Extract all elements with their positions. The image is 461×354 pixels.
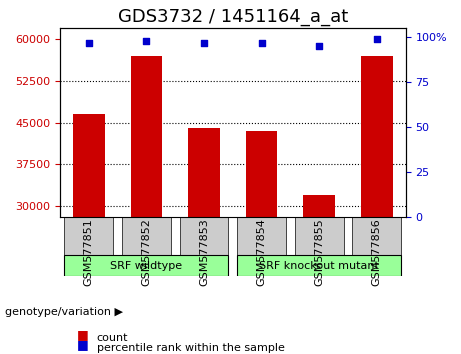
- Text: count: count: [97, 333, 128, 343]
- FancyBboxPatch shape: [122, 217, 171, 256]
- Title: GDS3732 / 1451164_a_at: GDS3732 / 1451164_a_at: [118, 8, 348, 25]
- Text: GSM577856: GSM577856: [372, 218, 382, 286]
- Bar: [130, 56, 162, 217]
- Text: GSM577852: GSM577852: [142, 218, 151, 286]
- FancyBboxPatch shape: [64, 256, 229, 276]
- Point: [373, 36, 381, 42]
- Point: [85, 40, 92, 46]
- Text: SRF wildtype: SRF wildtype: [110, 261, 183, 271]
- Bar: [303, 195, 335, 217]
- Text: percentile rank within the sample: percentile rank within the sample: [97, 343, 285, 353]
- Point: [258, 40, 266, 46]
- Bar: [73, 114, 105, 217]
- Text: ■: ■: [77, 328, 89, 341]
- Point: [200, 40, 207, 46]
- FancyBboxPatch shape: [352, 217, 402, 256]
- FancyBboxPatch shape: [295, 217, 344, 256]
- Bar: [246, 131, 278, 217]
- Text: GSM577851: GSM577851: [84, 218, 94, 286]
- Point: [315, 44, 323, 49]
- FancyBboxPatch shape: [64, 217, 113, 256]
- Point: [142, 38, 150, 44]
- Text: GSM577855: GSM577855: [314, 218, 324, 286]
- FancyBboxPatch shape: [237, 217, 286, 256]
- FancyBboxPatch shape: [237, 256, 402, 276]
- Bar: [361, 56, 393, 217]
- Text: GSM577853: GSM577853: [199, 218, 209, 286]
- Text: ■: ■: [77, 338, 89, 350]
- Text: GSM577854: GSM577854: [257, 218, 266, 286]
- Text: genotype/variation ▶: genotype/variation ▶: [5, 307, 123, 316]
- Text: SRF knockout mutant: SRF knockout mutant: [259, 261, 379, 271]
- Bar: [188, 128, 220, 217]
- FancyBboxPatch shape: [179, 217, 229, 256]
